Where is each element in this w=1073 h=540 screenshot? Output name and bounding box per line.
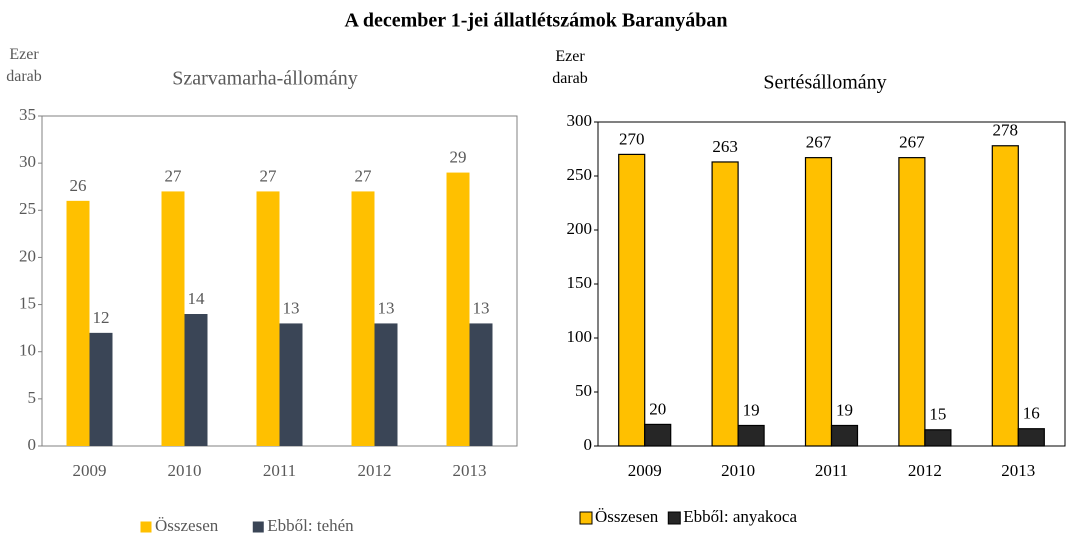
data-label: 20 bbox=[649, 399, 666, 418]
data-label: 13 bbox=[473, 298, 490, 317]
page-title: A december 1-jei állatlétszámok Baranyáb… bbox=[345, 10, 728, 32]
bar bbox=[804, 157, 833, 447]
legend-swatch bbox=[139, 520, 153, 534]
y-tick-label: 300 bbox=[567, 111, 593, 130]
data-label: 16 bbox=[1023, 404, 1040, 423]
data-label: 19 bbox=[743, 400, 760, 419]
data-label: 270 bbox=[619, 129, 645, 148]
y-axis-label: Ezer darab bbox=[6, 46, 42, 85]
data-label: 27 bbox=[165, 166, 183, 185]
y-tick-label: 200 bbox=[567, 219, 593, 238]
y-axis-label: Ezer darab bbox=[552, 48, 588, 87]
data-label: 13 bbox=[378, 298, 395, 317]
y-tick-label: 250 bbox=[567, 165, 593, 184]
x-tick-label: 2012 bbox=[908, 461, 942, 480]
bar bbox=[374, 323, 398, 446]
data-label: 263 bbox=[712, 137, 738, 156]
bar bbox=[446, 172, 470, 447]
bar bbox=[66, 200, 90, 446]
bar bbox=[89, 332, 113, 446]
chart-title: Sertésállomány bbox=[763, 72, 886, 94]
data-label: 29 bbox=[450, 147, 467, 166]
y-tick-label: 25 bbox=[19, 199, 36, 218]
x-tick-label: 2012 bbox=[358, 461, 392, 480]
data-label: 13 bbox=[283, 298, 300, 317]
legend-swatch bbox=[667, 511, 681, 525]
x-tick-label: 2009 bbox=[73, 461, 107, 480]
legend-label: Összesen bbox=[595, 507, 659, 526]
y-tick-label: 0 bbox=[584, 435, 593, 454]
bar bbox=[644, 423, 672, 447]
y-tick-label: 100 bbox=[567, 327, 593, 346]
y-tick-label: 30 bbox=[19, 152, 36, 171]
bar bbox=[469, 323, 493, 446]
data-label: 267 bbox=[806, 133, 832, 152]
x-tick-label: 2010 bbox=[721, 461, 755, 480]
y-tick-label: 35 bbox=[19, 105, 36, 124]
y-tick-label: 150 bbox=[567, 273, 593, 292]
bar bbox=[737, 424, 765, 447]
legend-label: Összesen bbox=[155, 516, 219, 535]
data-label: 267 bbox=[899, 133, 925, 152]
data-label: 27 bbox=[260, 166, 278, 185]
bar bbox=[279, 323, 303, 446]
x-tick-label: 2010 bbox=[168, 461, 202, 480]
legend-label: Ebből: anyakoca bbox=[683, 507, 797, 526]
data-label: 14 bbox=[188, 289, 206, 308]
data-label: 26 bbox=[70, 176, 87, 195]
legend-swatch bbox=[579, 511, 593, 525]
y-tick-label: 15 bbox=[19, 293, 36, 312]
x-tick-label: 2013 bbox=[453, 461, 487, 480]
y-tick-label: 5 bbox=[28, 388, 37, 407]
data-label: 12 bbox=[93, 308, 110, 327]
data-label: 15 bbox=[929, 405, 946, 424]
y-tick-label: 20 bbox=[19, 246, 36, 265]
bar bbox=[351, 191, 375, 446]
legend-label: Ebből: tehén bbox=[267, 516, 354, 535]
y-tick-label: 50 bbox=[575, 381, 592, 400]
bar bbox=[161, 191, 185, 446]
x-tick-label: 2009 bbox=[628, 461, 662, 480]
bar bbox=[711, 161, 739, 447]
bar bbox=[991, 145, 1019, 447]
x-tick-label: 2011 bbox=[263, 461, 296, 480]
x-tick-label: 2013 bbox=[1001, 461, 1035, 480]
bar bbox=[618, 153, 646, 447]
x-tick-label: 2011 bbox=[815, 461, 848, 480]
bar bbox=[1017, 428, 1045, 447]
legend-swatch bbox=[251, 520, 265, 534]
bar bbox=[830, 424, 859, 447]
y-tick-label: 10 bbox=[19, 341, 36, 360]
bar bbox=[924, 429, 952, 447]
bar bbox=[898, 157, 926, 447]
data-label: 278 bbox=[993, 121, 1019, 140]
bar bbox=[256, 191, 280, 446]
y-tick-label: 0 bbox=[28, 435, 37, 454]
bar bbox=[184, 314, 208, 446]
chart-title: Szarvamarha-állomány bbox=[172, 68, 357, 90]
data-label: 27 bbox=[355, 166, 373, 185]
data-label: 19 bbox=[836, 400, 853, 419]
